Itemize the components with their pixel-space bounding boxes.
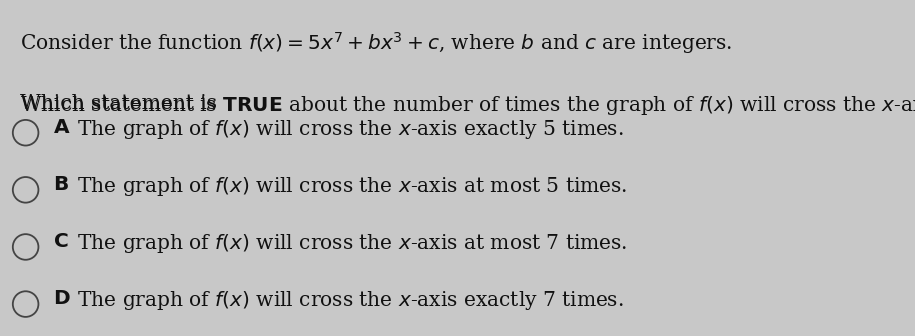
Text: $\mathbf{A}$: $\mathbf{A}$ — [53, 118, 70, 137]
Text: $\mathbf{C}$: $\mathbf{C}$ — [53, 232, 69, 251]
Text: Which statement is $\mathbf{TRUE}$ about the number of times the graph of $f(x)$: Which statement is $\mathbf{TRUE}$ about… — [20, 94, 915, 117]
Text: The graph of $f(x)$ will cross the $x$-axis exactly 5 times.: The graph of $f(x)$ will cross the $x$-a… — [71, 118, 624, 140]
Text: The graph of $f(x)$ will cross the $x$-axis at most 7 times.: The graph of $f(x)$ will cross the $x$-a… — [71, 232, 628, 255]
Text: $\mathbf{D}$: $\mathbf{D}$ — [53, 289, 70, 308]
Text: $\mathbf{B}$: $\mathbf{B}$ — [53, 175, 69, 194]
Text: The graph of $f(x)$ will cross the $x$-axis at most 5 times.: The graph of $f(x)$ will cross the $x$-a… — [71, 175, 628, 198]
Text: Which statement is: Which statement is — [20, 94, 223, 113]
Text: The graph of $f(x)$ will cross the $x$-axis exactly 7 times.: The graph of $f(x)$ will cross the $x$-a… — [71, 289, 624, 312]
Text: Consider the function $f(x) = 5x^7 + bx^3 + c$, where $b$ and $c$ are integers.: Consider the function $f(x) = 5x^7 + bx^… — [20, 30, 733, 56]
